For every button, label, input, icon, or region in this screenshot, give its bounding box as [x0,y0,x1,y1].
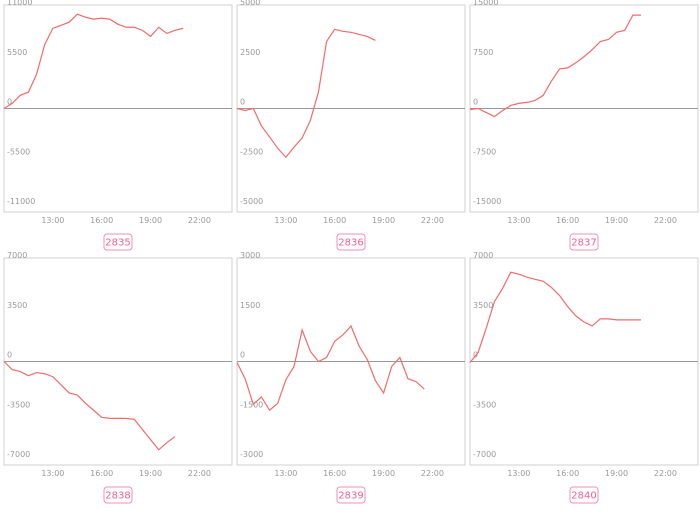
x-tick-label: 16:00 [556,216,579,225]
button-box[interactable] [569,233,599,251]
x-tick-label: 16:00 [556,469,579,478]
y-tick-label: 1500 [240,301,260,310]
y-tick-label: -5500 [7,147,30,156]
y-tick-label: 3500 [7,301,27,310]
chart-button[interactable]: 2838 [103,486,133,504]
y-tick-label: -2500 [240,147,263,156]
y-tick-label: -3000 [240,450,263,459]
y-tick-label: 7000 [473,251,493,260]
x-tick-label: 22:00 [188,469,211,478]
x-tick-label: 22:00 [421,216,444,225]
y-tick-label: 11000 [7,0,32,7]
data-line [3,13,184,110]
y-tick-label: 3000 [240,251,260,260]
chart-panel: 3000 1500 0 -1500 -3000 13:00 16:00 19:00 22:00 2… [236,251,466,504]
x-tick-label: 19:00 [605,469,628,478]
x-tick-label: 22:00 [188,216,211,225]
data-line [469,271,641,363]
chart-button[interactable]: 2839 [336,486,366,504]
button-label[interactable]: 2835 [105,238,130,249]
chart-panel: 15000 7500 0 -7500 -15000 13:00 16:00 19:00 22:0… [469,0,699,251]
x-tick-label: 16:00 [90,469,113,478]
x-tick-label: 13:00 [507,216,530,225]
button-box[interactable] [336,233,366,251]
chart-button[interactable]: 2840 [569,486,599,504]
y-tick-label: -3500 [7,400,30,409]
button-label[interactable]: 2836 [338,238,363,249]
chart-panel: 5000 2500 0 -2500 -5000 13:00 16:00 19:00 22:00 2… [236,0,466,251]
y-tick-label: -7000 [473,450,496,459]
data-line [236,28,376,159]
data-line [236,324,425,412]
x-tick-label: 13:00 [41,469,64,478]
y-tick-label: 0 [7,98,12,107]
x-tick-label: 19:00 [372,469,395,478]
y-tick-label: -7500 [473,147,496,156]
y-tick-label: 3500 [473,301,493,310]
y-tick-label: -1500 [240,400,263,409]
y-tick-label: -7000 [7,450,30,459]
x-tick-label: 22:00 [654,469,677,478]
button-box[interactable] [103,486,133,504]
chart-panel: 11000 5500 0 -5500 -11000 13:00 16:00 19:00 22:0… [3,0,233,251]
x-tick-label: 16:00 [90,216,113,225]
y-tick-label: 0 [7,351,12,360]
chart-button[interactable]: 2837 [569,233,599,251]
x-tick-label: 13:00 [507,469,530,478]
x-tick-label: 22:00 [654,216,677,225]
chart-button[interactable]: 2836 [336,233,366,251]
y-tick-label: 2500 [240,48,260,57]
x-tick-label: 19:00 [372,216,395,225]
button-box[interactable] [103,233,133,251]
y-tick-label: 0 [473,98,478,107]
y-tick-label: 5000 [240,0,260,7]
button-box[interactable] [569,486,599,504]
data-line [469,14,641,118]
y-tick-label: 5500 [7,48,27,57]
y-tick-label: -11000 [7,197,35,206]
x-tick-label: 22:00 [421,469,444,478]
button-box[interactable] [336,486,366,504]
x-tick-label: 19:00 [139,216,162,225]
y-tick-label: -3500 [473,400,496,409]
y-tick-label: 0 [240,351,245,360]
y-tick-label: 7500 [473,48,493,57]
y-tick-label: 15000 [473,0,498,7]
x-tick-label: 13:00 [274,216,297,225]
x-tick-label: 19:00 [139,469,162,478]
x-tick-label: 19:00 [605,216,628,225]
button-label[interactable]: 2839 [338,491,363,502]
y-tick-label: 0 [240,98,245,107]
x-tick-label: 16:00 [323,469,346,478]
chart-button[interactable]: 2835 [103,233,133,251]
y-tick-label: -5000 [240,197,263,206]
button-label[interactable]: 2838 [105,491,130,502]
x-tick-label: 13:00 [274,469,297,478]
button-label[interactable]: 2837 [571,238,596,249]
y-tick-label: 7000 [7,251,27,260]
button-label[interactable]: 2840 [571,491,596,502]
x-tick-label: 13:00 [41,216,64,225]
y-tick-label: -15000 [473,197,501,206]
chart-panel: 7000 3500 0 -3500 -7000 13:00 16:00 19:00 22:00 2… [3,251,233,504]
data-line [3,361,176,451]
x-tick-label: 16:00 [323,216,346,225]
